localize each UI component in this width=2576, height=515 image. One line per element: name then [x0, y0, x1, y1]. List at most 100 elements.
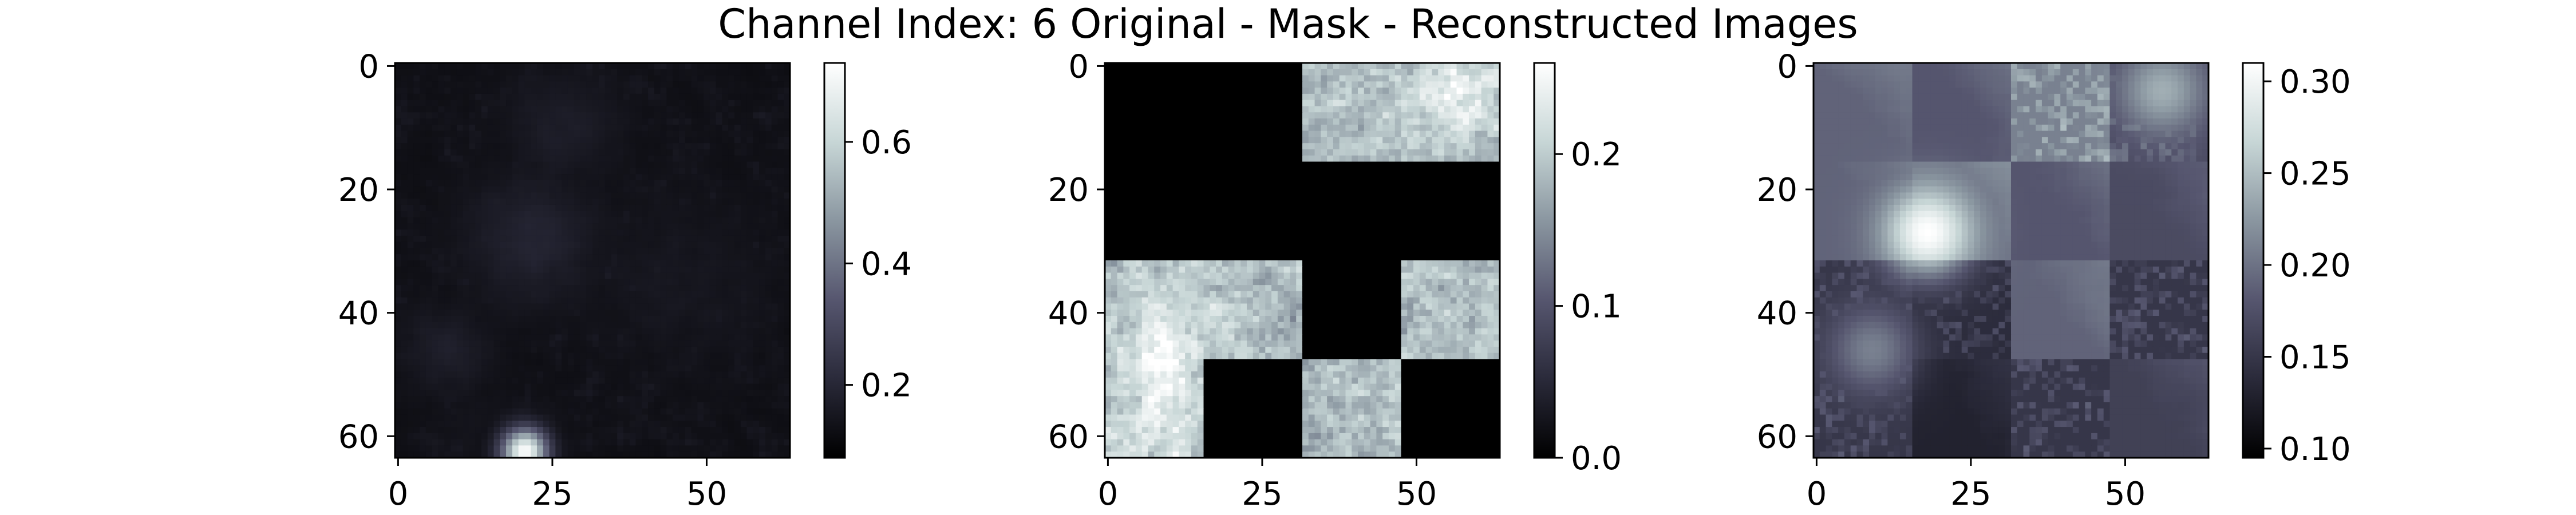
original-pixel: [487, 359, 495, 366]
original-pixel: [487, 396, 495, 403]
mask-pixel: [1141, 124, 1149, 132]
original-pixel: [475, 204, 482, 212]
original-pixel: [611, 402, 618, 409]
original-pixel: [555, 100, 562, 107]
original-pixel: [425, 217, 433, 224]
original-pixel: [518, 192, 526, 199]
original-pixel: [580, 272, 587, 279]
original-pixel: [734, 235, 741, 243]
original-pixel: [666, 248, 673, 255]
original-pixel: [611, 346, 618, 354]
original-pixel: [463, 149, 469, 156]
original-pixel: [524, 248, 531, 255]
mask-pixel: [1148, 63, 1155, 70]
original-pixel: [512, 161, 519, 168]
mask-pixel: [1296, 118, 1303, 125]
original-pixel: [654, 186, 661, 193]
original-pixel: [666, 266, 673, 274]
original-pixel: [395, 199, 402, 205]
original-pixel: [678, 229, 686, 236]
original-pixel: [456, 69, 464, 76]
mask-pixel: [1444, 75, 1451, 82]
original-pixel: [549, 106, 556, 113]
original-pixel: [438, 155, 445, 163]
original-pixel: [395, 328, 402, 335]
original-pixel: [753, 316, 760, 323]
mask-pixel: [1475, 100, 1482, 107]
mask-pixel: [1203, 118, 1210, 125]
original-pixel: [487, 137, 495, 144]
original-pixel: [648, 137, 655, 144]
original-pixel: [629, 174, 637, 181]
original-pixel: [678, 291, 686, 298]
original-pixel: [512, 75, 519, 82]
original-pixel: [500, 235, 507, 243]
original-pixel: [691, 204, 698, 212]
original-pixel: [451, 266, 457, 274]
original-pixel: [475, 322, 482, 329]
original-pixel: [635, 260, 642, 267]
original-pixel: [481, 143, 488, 150]
original-pixel: [716, 371, 723, 378]
original-pixel: [543, 248, 550, 255]
original-pixel: [451, 112, 457, 119]
original-pixel: [524, 445, 531, 452]
original-pixel: [531, 421, 538, 427]
original-pixel: [562, 93, 568, 101]
original-pixel: [518, 143, 526, 150]
original-pixel: [586, 352, 593, 360]
original-pixel: [407, 310, 414, 316]
original-pixel: [654, 451, 661, 458]
original-pixel: [451, 63, 457, 70]
original-pixel: [648, 248, 655, 255]
mask-pixel: [1228, 88, 1235, 94]
original-pixel: [425, 390, 433, 397]
original-pixel: [536, 106, 544, 113]
original-pixel: [574, 186, 581, 193]
original-pixel: [765, 340, 772, 347]
original-pixel: [463, 279, 469, 286]
original-pixel: [401, 377, 408, 385]
original-pixel: [463, 223, 469, 230]
original-pixel: [425, 204, 433, 212]
original-pixel: [648, 297, 655, 304]
original-pixel: [401, 402, 408, 409]
original-pixel: [567, 100, 575, 107]
mask-pixel: [1345, 75, 1352, 82]
original-pixel: [734, 174, 741, 181]
original-pixel: [759, 155, 766, 163]
original-pixel: [395, 81, 402, 88]
original-pixel: [401, 445, 408, 452]
original-pixel: [709, 130, 717, 137]
original-pixel: [592, 192, 599, 199]
original-pixel: [635, 63, 642, 70]
original-pixel: [722, 199, 729, 205]
original-pixel: [598, 346, 606, 354]
original-pixel: [413, 211, 420, 218]
original-pixel: [709, 451, 717, 458]
original-pixel: [691, 254, 698, 261]
original-pixel: [567, 272, 575, 279]
original-pixel: [728, 106, 735, 113]
original-pixel: [598, 75, 606, 82]
original-pixel: [635, 81, 642, 88]
mask-pixel: [1487, 124, 1494, 132]
original-pixel: [642, 365, 649, 372]
mask-pixel: [1265, 112, 1272, 119]
mask-pixel: [1129, 69, 1136, 76]
original-pixel: [697, 285, 704, 292]
mask-pixel: [1296, 137, 1303, 144]
original-pixel: [407, 199, 414, 205]
original-pixel: [611, 414, 618, 421]
mask-pixel: [1246, 137, 1254, 144]
original-pixel: [518, 199, 526, 205]
original-pixel: [709, 433, 717, 440]
mask-pixel: [1123, 63, 1130, 70]
original-pixel: [524, 291, 531, 298]
original-pixel: [413, 217, 420, 224]
mask-pixel: [1166, 100, 1174, 107]
original-pixel: [413, 285, 420, 292]
mask-pixel: [1105, 137, 1112, 144]
original-pixel: [605, 377, 611, 385]
original-pixel: [605, 118, 611, 125]
